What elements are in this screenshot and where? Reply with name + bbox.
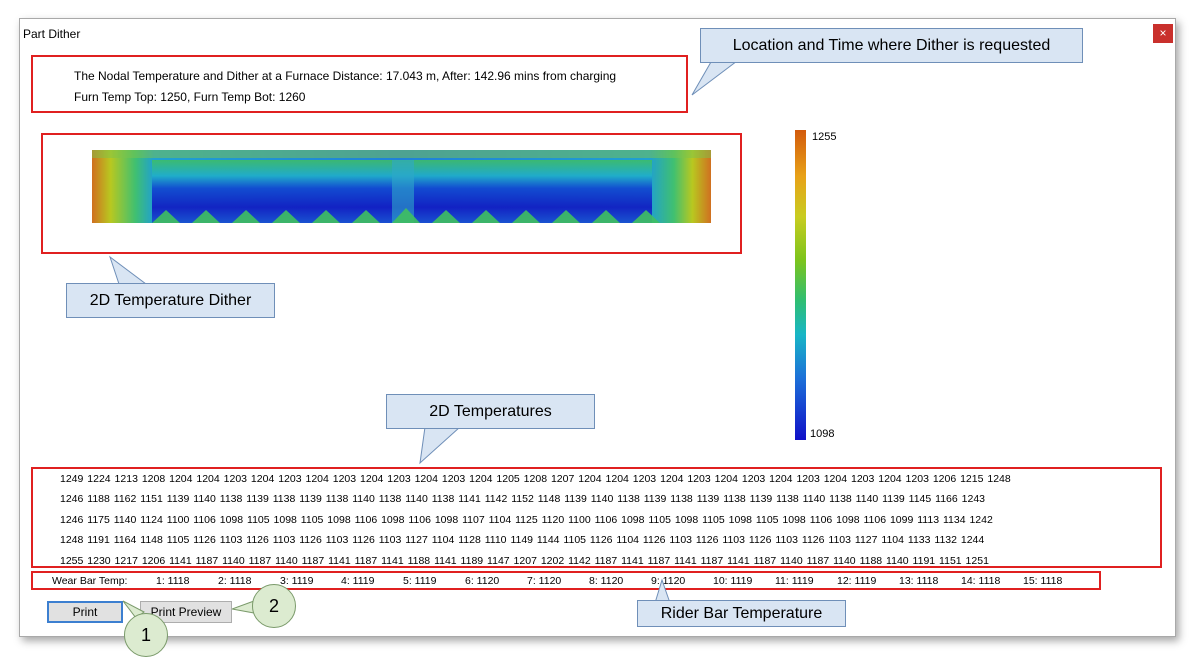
close-button[interactable]: ×: [1153, 24, 1173, 43]
temps-row: 1246 1175 1140 1124 1100 1106 1098 1105 …: [60, 514, 993, 526]
wear-bar-item: 8: 1120: [589, 575, 624, 587]
furnace-temp-text: Furn Temp Top: 1250, Furn Temp Bot: 1260: [74, 90, 306, 104]
wear-bar-label: Wear Bar Temp:: [52, 575, 128, 587]
part-dither-window: [19, 18, 1176, 637]
dither-callout: 2D Temperature Dither: [66, 283, 275, 318]
location-callout-tail: [691, 55, 746, 96]
wear-bar-highlight-box: [31, 571, 1101, 590]
temps-callout: 2D Temperatures: [386, 394, 595, 429]
wear-bar-item: 7: 1120: [527, 575, 562, 587]
location-callout: Location and Time where Dither is reques…: [700, 28, 1083, 63]
wear-bar-item: 14: 1118: [961, 575, 1001, 587]
marker-two: 2: [252, 584, 296, 628]
wear-bar-item: 2: 1118: [218, 575, 252, 587]
temperature-dither-image: [92, 150, 711, 223]
wear-bar-item: 10: 1119: [713, 575, 753, 587]
wear-bar-item: 12: 1119: [837, 575, 877, 587]
color-scale-bar: [795, 130, 806, 440]
temps-callout-tail: [419, 426, 462, 465]
wear-bar-item: 1: 1118: [156, 575, 190, 587]
wear-bar-item: 13: 1118: [899, 575, 939, 587]
scale-min-label: 1098: [810, 428, 835, 440]
temps-highlight-box: [31, 467, 1162, 568]
temps-row: 1249 1224 1213 1208 1204 1204 1203 1204 …: [60, 473, 1011, 485]
info-highlight-box: [31, 55, 688, 113]
dither-highlight-box: [41, 133, 742, 254]
rider-callout: Rider Bar Temperature: [637, 600, 846, 627]
wear-bar-item: 15: 1118: [1023, 575, 1063, 587]
wear-bar-item: 3: 1119: [280, 575, 314, 587]
marker-one: 1: [124, 613, 168, 657]
temps-row: 1246 1188 1162 1151 1139 1140 1138 1139 …: [60, 493, 986, 505]
furnace-distance-text: The Nodal Temperature and Dither at a Fu…: [74, 69, 617, 83]
window-title: Part Dither: [23, 27, 81, 41]
temps-row: 1248 1191 1164 1148 1105 1126 1103 1126 …: [60, 534, 985, 546]
scale-max-label: 1255: [812, 131, 837, 143]
print-button[interactable]: Print: [47, 601, 123, 623]
wear-bar-item: 5: 1119: [403, 575, 437, 587]
wear-bar-item: 6: 1120: [465, 575, 500, 587]
wear-bar-item: 9: 1120: [651, 575, 686, 587]
wear-bar-item: 4: 1119: [341, 575, 375, 587]
temps-row: 1255 1230 1217 1206 1141 1187 1140 1187 …: [60, 555, 989, 567]
wear-bar-item: 11: 1119: [775, 575, 814, 587]
print-preview-button[interactable]: Print Preview: [140, 601, 232, 623]
